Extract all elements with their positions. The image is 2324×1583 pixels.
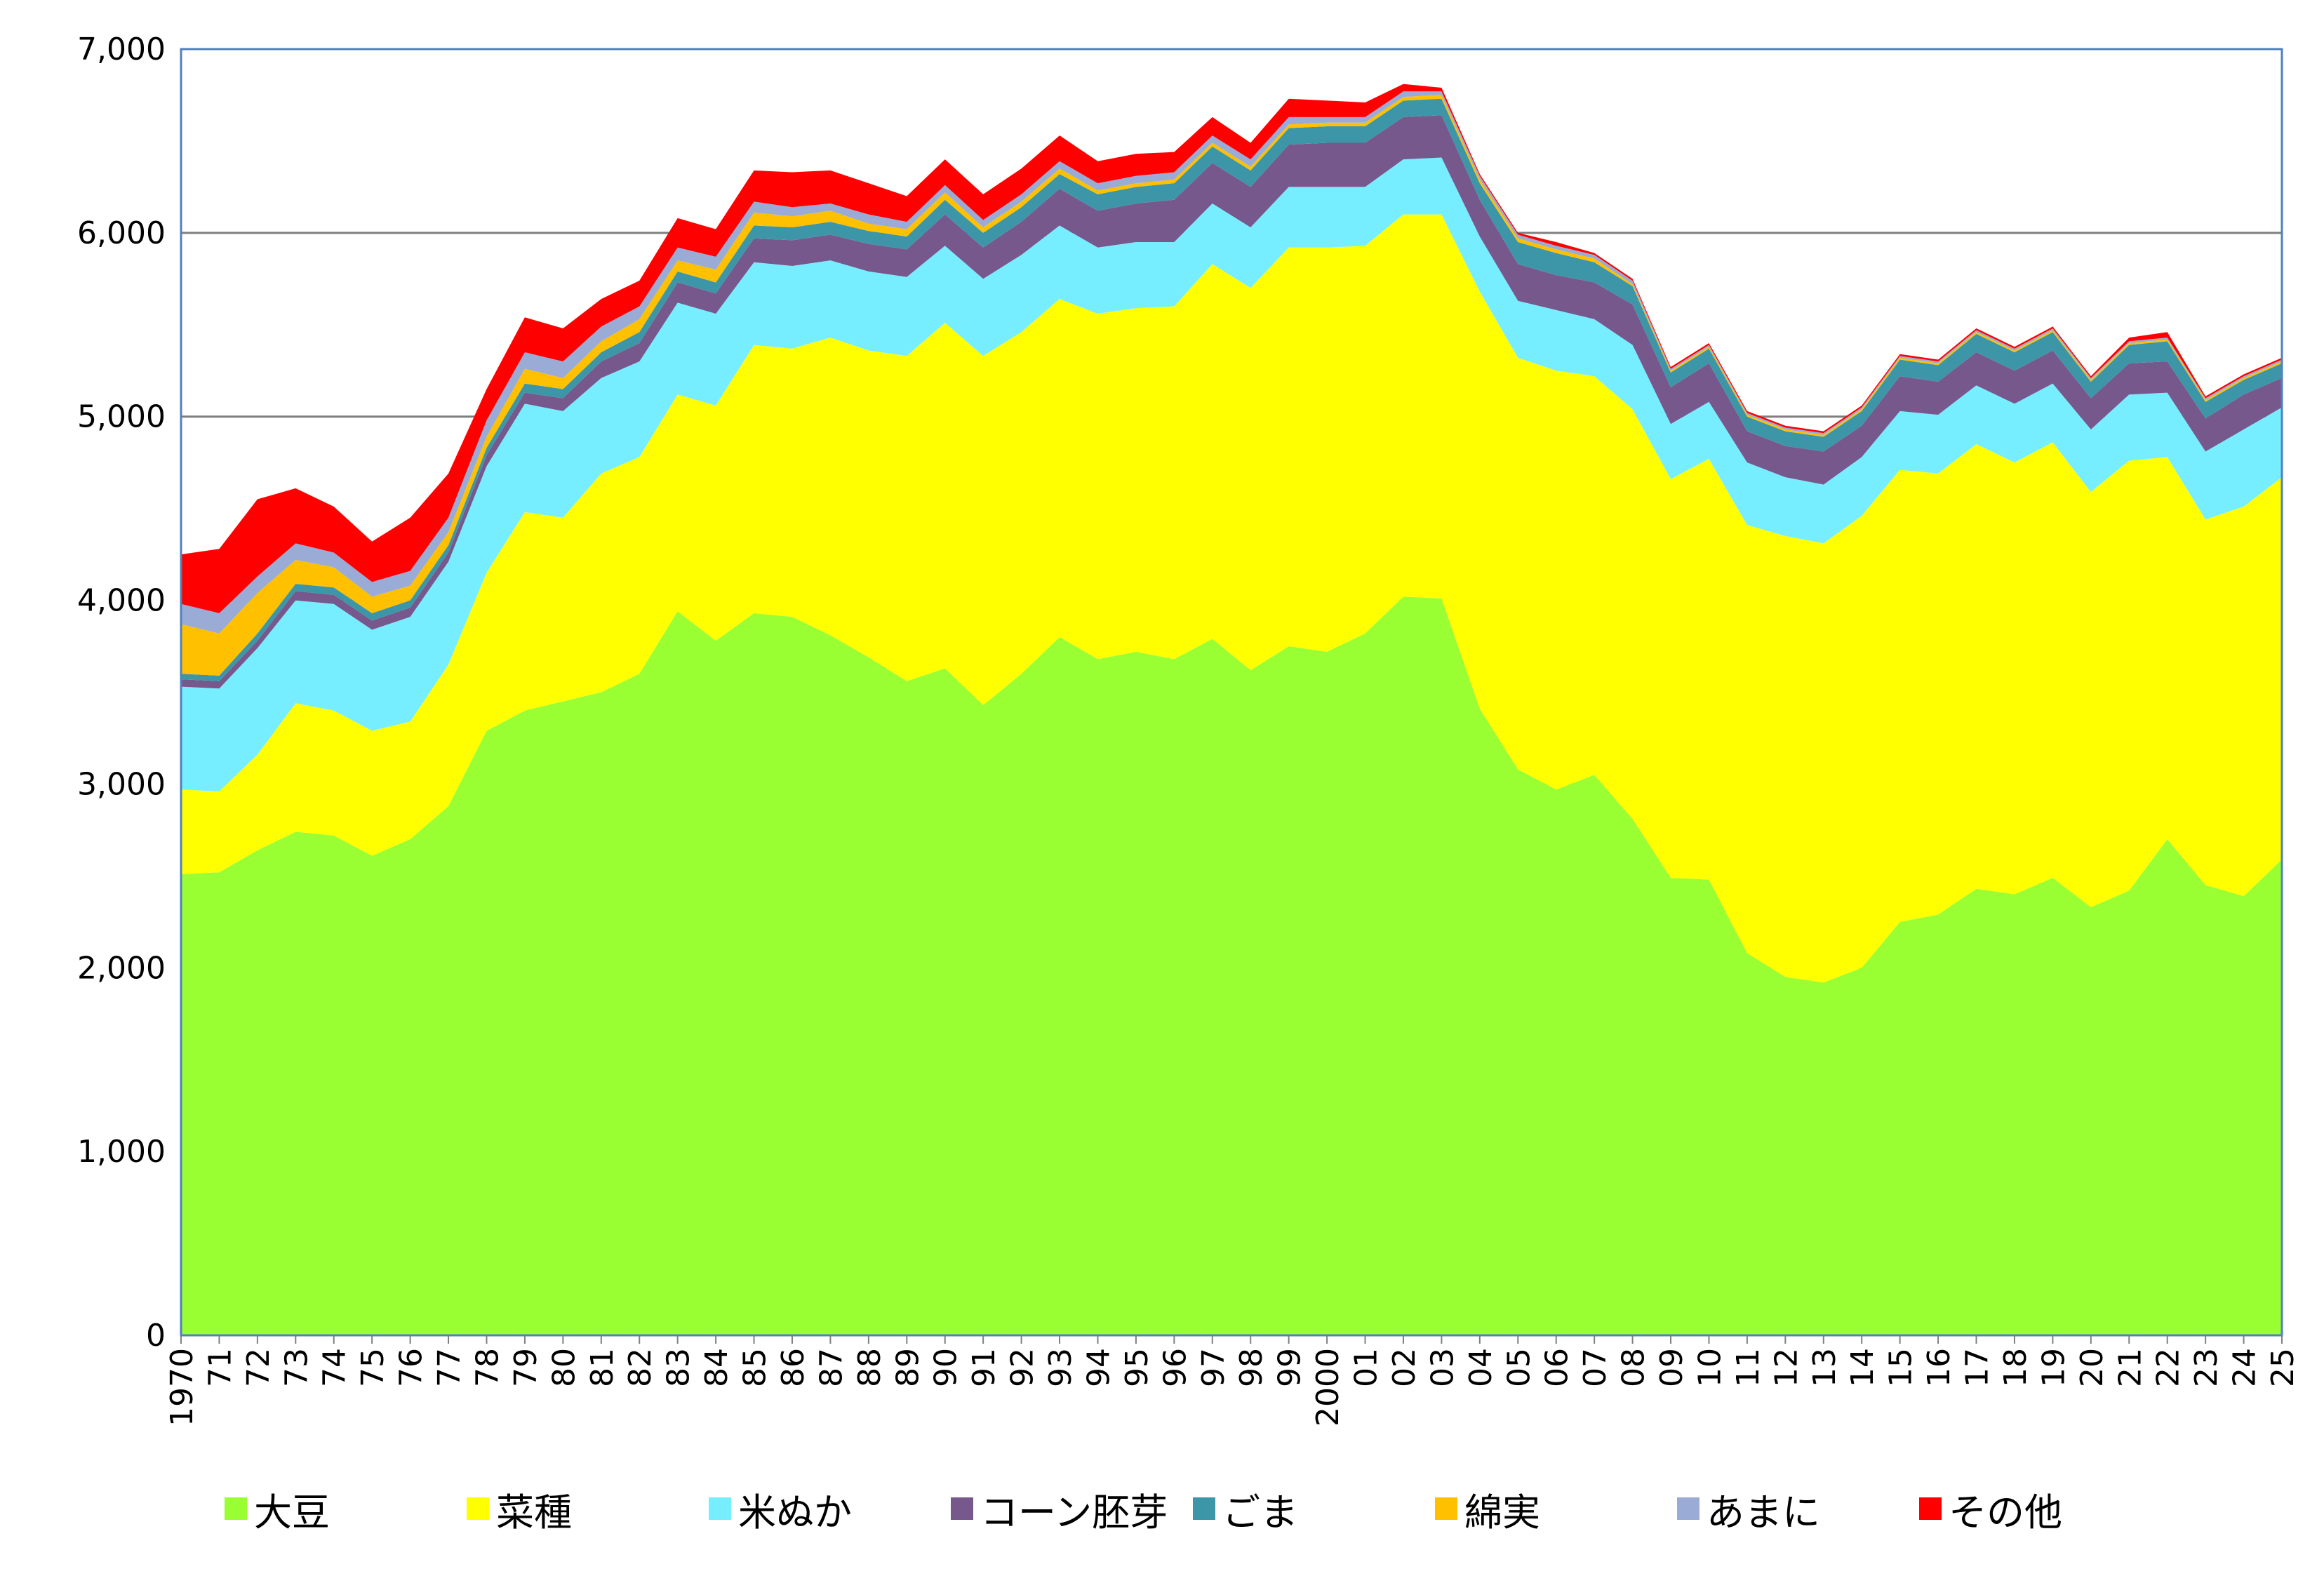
area-その他 [181, 84, 2282, 613]
y-tick-label: 2,000 [77, 950, 166, 986]
plot-area-frame [180, 48, 2283, 1337]
y-axis-ticks: 0 1,000 2,000 3,000 4,000 5,000 6,000 7,000 [77, 32, 166, 1354]
x-tick-label: 06 [1540, 1348, 1575, 1387]
x-tick-label: 87 [813, 1348, 849, 1387]
area-あまに [181, 91, 2282, 634]
legend-label: 米ぬか [738, 1490, 852, 1535]
x-tick-label: 88 [852, 1348, 888, 1387]
x-tick-label: 05 [1501, 1348, 1537, 1387]
y-tick-label: 7,000 [77, 32, 166, 67]
legend-swatch [225, 1497, 247, 1520]
x-tick-label: 98 [1234, 1348, 1269, 1387]
legend-item: 菜種 [467, 1481, 709, 1537]
area-大豆 [181, 596, 2282, 1335]
legend-item: その他 [1919, 1481, 2161, 1537]
x-tick-label: 93 [1043, 1348, 1078, 1387]
x-tick-label: 2000 [1310, 1348, 1346, 1427]
legend-label: ごま [1222, 1490, 1298, 1535]
x-tick-label: 18 [1998, 1348, 2034, 1387]
x-tick-label: 80 [546, 1348, 582, 1387]
x-tick-label: 03 [1424, 1348, 1460, 1387]
x-tick-label: 73 [279, 1348, 314, 1387]
x-tick-label: 02 [1387, 1348, 1422, 1387]
legend-swatch [467, 1497, 489, 1520]
y-tick-label: 5,000 [77, 399, 166, 435]
legend-swatch [1919, 1497, 1942, 1520]
y-tick-label: 0 [146, 1318, 166, 1354]
x-tick-label: 99 [1272, 1348, 1308, 1387]
x-tick-label: 24 [2227, 1348, 2263, 1387]
x-tick-label: 13 [1807, 1348, 1843, 1387]
legend-swatch [1435, 1497, 1457, 1520]
legend-swatch [951, 1497, 973, 1520]
x-tick-label: 79 [508, 1348, 544, 1387]
x-tick-label: 04 [1463, 1348, 1499, 1387]
legend-label: コーン胚芽 [980, 1490, 1168, 1535]
x-tick-label: 25 [2265, 1348, 2301, 1387]
legend-item: ごま [1193, 1481, 1435, 1537]
legend-item: コーン胚芽 [951, 1481, 1193, 1537]
x-tick-label: 12 [1768, 1348, 1804, 1387]
legend-item: あまに [1677, 1481, 1919, 1537]
x-tick-label: 78 [469, 1348, 505, 1387]
x-tick-label: 72 [241, 1348, 276, 1387]
legend-label: 大豆 [254, 1490, 330, 1535]
x-tick-label: 85 [737, 1348, 773, 1387]
x-tick-label: 89 [890, 1348, 926, 1387]
x-tick-label: 94 [1081, 1348, 1116, 1387]
y-tick-label: 1,000 [77, 1134, 166, 1170]
x-axis-ticks: 1970 71 72 73 74 75 76 77 78 79 80 81 82 83 84 85 86 87 88… [164, 1335, 2301, 1427]
x-tick-label: 91 [966, 1348, 1002, 1387]
legend-swatch [1677, 1497, 1699, 1520]
x-tick-label: 01 [1349, 1348, 1384, 1387]
area-米ぬか [181, 157, 2282, 792]
legend-item: 大豆 [225, 1481, 467, 1537]
legend-label: あまに [1707, 1490, 1820, 1535]
x-tick-label: 90 [928, 1348, 964, 1387]
legend-label: その他 [1949, 1490, 2062, 1535]
x-tick-label: 21 [2112, 1348, 2148, 1387]
x-tick-label: 20 [2074, 1348, 2110, 1387]
x-tick-label: 16 [1921, 1348, 1957, 1387]
x-tick-label: 23 [2189, 1348, 2224, 1387]
x-tick-label: 95 [1119, 1348, 1155, 1387]
x-tick-label: 74 [317, 1348, 353, 1387]
x-tick-label: 17 [1960, 1348, 1996, 1387]
legend-item: 米ぬか [709, 1481, 951, 1537]
x-tick-label: 07 [1577, 1348, 1613, 1387]
x-tick-label: 71 [202, 1348, 238, 1387]
legend-item: 綿実 [1435, 1481, 1677, 1537]
x-tick-label: 11 [1730, 1348, 1766, 1387]
x-tick-label: 97 [1196, 1348, 1231, 1387]
series-areas [181, 84, 2282, 1335]
legend: 大豆 菜種 米ぬか コーン胚芽 ごま 綿実 あまに その他 [225, 1481, 2259, 1537]
x-tick-label: 10 [1692, 1348, 1728, 1387]
legend-swatch [1193, 1497, 1215, 1520]
legend-swatch [709, 1497, 731, 1520]
x-tick-label: 96 [1157, 1348, 1193, 1387]
x-tick-label: 76 [394, 1348, 429, 1387]
legend-label: 菜種 [496, 1490, 572, 1535]
x-tick-label: 86 [775, 1348, 811, 1387]
x-tick-label: 77 [432, 1348, 467, 1387]
x-tick-label: 81 [585, 1348, 620, 1387]
legend-label: 綿実 [1464, 1490, 1540, 1535]
x-tick-label: 75 [355, 1348, 391, 1387]
y-tick-label: 6,000 [77, 215, 166, 251]
x-tick-label: 09 [1654, 1348, 1690, 1387]
x-tick-label: 08 [1616, 1348, 1652, 1387]
x-tick-label: 19 [2036, 1348, 2071, 1387]
y-tick-label: 3,000 [77, 766, 166, 802]
x-tick-label: 92 [1005, 1348, 1041, 1387]
x-tick-label: 15 [1883, 1348, 1919, 1387]
area-菜種 [181, 214, 2282, 983]
x-tick-label: 22 [2151, 1348, 2186, 1387]
x-tick-label: 82 [622, 1348, 658, 1387]
x-tick-label: 83 [661, 1348, 697, 1387]
x-tick-label: 84 [699, 1348, 735, 1387]
y-tick-label: 4,000 [77, 583, 166, 619]
x-tick-label: 1970 [164, 1348, 200, 1427]
x-tick-label: 14 [1845, 1348, 1881, 1387]
